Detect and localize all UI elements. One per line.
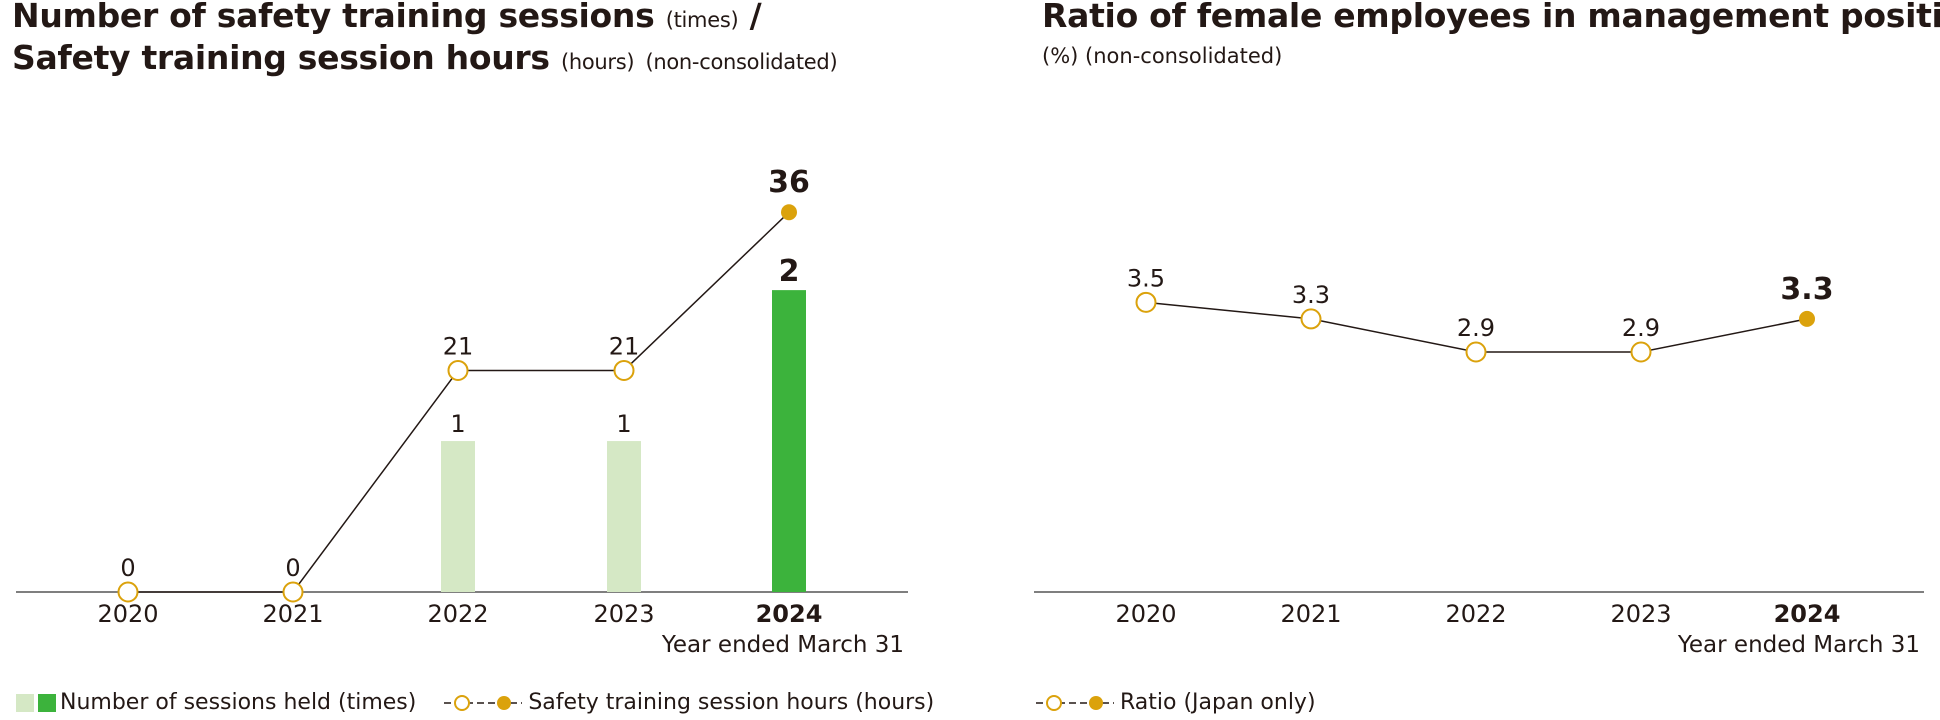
chart2-point-2020 [1135, 291, 1157, 313]
chart1-bar-label-2022: 1 [450, 410, 465, 438]
legend-hours-marker-icon [444, 694, 523, 711]
chart1-point-2023 [613, 359, 635, 381]
chart2-legend: Ratio (Japan only) [1034, 690, 1316, 715]
chart1-bar-2024 [772, 290, 806, 592]
legend-sessions-label: Number of sessions held (times) [60, 690, 417, 715]
chart1-bar-2022 [441, 441, 475, 592]
chart2-x-tick-2021: 2021 [1280, 600, 1341, 628]
chart1-title-scope: (non-consolidated) [645, 50, 838, 74]
chart1-point-2021 [282, 581, 304, 603]
chart2-point-2022 [1465, 341, 1487, 363]
legend-open-marker [1046, 694, 1062, 711]
chart1-point-2024 [781, 204, 797, 221]
legend-filled-marker [497, 695, 512, 710]
chart1-x-tick-2022: 2022 [427, 600, 488, 628]
legend-bar-current-swatch [38, 693, 56, 712]
chart1-x-tick-2020: 2020 [97, 600, 158, 628]
chart2-x-tick-2022: 2022 [1445, 600, 1506, 628]
chart2-point-label-2024: 3.3 [1780, 272, 1833, 307]
chart1-title-main: Number of safety training sessions [12, 0, 655, 35]
chart2-point-label-2020: 3.5 [1127, 264, 1165, 292]
chart1-title-line2: Safety training session hours (hours) (n… [12, 38, 838, 77]
female-managers-chart-panel: Ratio of female employees in management … [1030, 0, 1940, 720]
chart2-x-tick-2023: 2023 [1610, 600, 1671, 628]
chart1-point-2020 [117, 581, 139, 603]
chart1-bar-label-2023: 1 [616, 410, 631, 438]
chart2-axis-note: Year ended March 31 [1677, 632, 1920, 658]
chart2-point-label-2023: 2.9 [1622, 314, 1660, 342]
legend-hours-label: Safety training session hours (hours) [528, 690, 935, 715]
chart2-point-label-2022: 2.9 [1457, 314, 1495, 342]
legend-ratio-label: Ratio (Japan only) [1120, 690, 1316, 715]
chart1-title-main-unit: (times) [665, 8, 739, 32]
chart2-x-tick-2020: 2020 [1115, 600, 1176, 628]
chart2-point-2024 [1799, 310, 1815, 327]
chart1-x-tick-2023: 2023 [593, 600, 654, 628]
chart1-x-tick-2024: 2024 [756, 600, 823, 628]
chart2-title-scope: (non-consolidated) [1085, 44, 1283, 68]
chart1-x-tick-2021: 2021 [262, 600, 323, 628]
chart1-point-label-2024: 36 [768, 165, 810, 200]
chart1-point-label-2023: 21 [609, 332, 640, 360]
female-managers-chart: 2020 2021 2022 2023 2024 Year ended March 31 3… [1034, 264, 1924, 658]
chart2-x-tick-2024: 2024 [1774, 600, 1841, 628]
chart1-title-second: Safety training session hours [12, 38, 550, 77]
chart1-axis-note: Year ended March 31 [661, 632, 904, 658]
chart1-legend: Number of sessions held (times) Safety t… [16, 690, 934, 715]
chart1-title-second-unit: (hours) [560, 50, 635, 74]
chart2-title-unit: (%) [1042, 44, 1079, 68]
chart2-point-2023 [1630, 341, 1652, 363]
chart1-title-separator: / [749, 0, 762, 35]
chart2-title: Ratio of female employees in management … [1042, 0, 1940, 35]
legend-ratio-marker-icon [1036, 694, 1114, 711]
chart1-bar-label-2024: 2 [779, 254, 800, 289]
chart1-point-label-2022: 21 [443, 332, 474, 360]
chart2-subtitle: (%) (non-consolidated) [1042, 44, 1282, 68]
legend-filled-marker [1089, 695, 1103, 710]
chart1-point-label-2021: 0 [285, 554, 300, 582]
chart2-point-label-2021: 3.3 [1292, 281, 1330, 309]
chart1-point-2022 [447, 359, 469, 381]
chart1-bar-2023 [607, 441, 641, 592]
chart1-point-label-2020: 0 [120, 554, 135, 582]
legend-bar-past-swatch [16, 693, 34, 712]
safety-training-chart-panel: Number of safety training sessions (time… [0, 0, 940, 720]
chart2-point-2021 [1300, 308, 1322, 330]
chart1-title-line1: Number of safety training sessions (time… [12, 0, 762, 35]
legend-open-marker [454, 694, 471, 711]
